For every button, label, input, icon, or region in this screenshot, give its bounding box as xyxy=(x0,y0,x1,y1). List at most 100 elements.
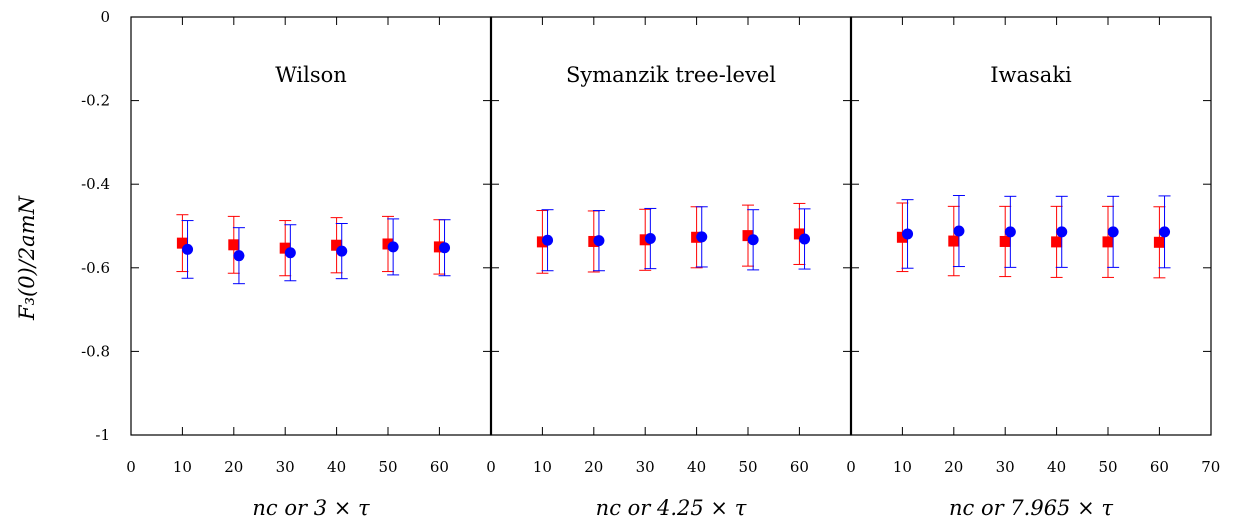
circle-marker xyxy=(644,233,656,245)
red-data-point xyxy=(382,215,394,273)
x-tick-label: 60 xyxy=(1150,458,1169,476)
x-tick-label: 40 xyxy=(687,458,706,476)
x-axis-title: nc or 4.25 × τ xyxy=(596,496,747,520)
red-data-point xyxy=(1102,205,1114,278)
x-tick-label: 40 xyxy=(327,458,346,476)
x-tick-label: 10 xyxy=(893,458,912,476)
text-layer: 0 -0.2 -0.4 -0.6 -0.8 -1 0 10 20 30 40 50 60 Wilson nc… xyxy=(81,8,1220,520)
x-tick-label: 30 xyxy=(636,458,655,476)
circle-marker xyxy=(799,233,811,245)
blue-data-point xyxy=(181,220,194,279)
x-tick-label: 70 xyxy=(1201,458,1220,476)
panel-title: Iwasaki xyxy=(990,63,1072,87)
square-marker xyxy=(279,242,291,254)
square-marker xyxy=(948,235,960,247)
x-tick-label: 50 xyxy=(378,458,397,476)
red-data-point xyxy=(279,220,292,277)
blue-data-point xyxy=(952,194,965,268)
y-tick-label: -0.8 xyxy=(81,342,110,360)
blue-data-point xyxy=(1107,195,1120,268)
circle-marker xyxy=(953,225,965,237)
square-marker xyxy=(176,237,188,249)
blue-data-point xyxy=(695,206,708,268)
blue-data-point xyxy=(901,199,914,269)
blue-data-point xyxy=(387,218,400,276)
circle-marker xyxy=(696,231,708,243)
x-tick-label: 0 xyxy=(126,458,136,476)
x-tick-label: 0 xyxy=(846,458,856,476)
red-data-point xyxy=(947,205,960,277)
red-data-point xyxy=(742,204,754,267)
blue-data-point xyxy=(747,209,760,271)
x-tick-label: 30 xyxy=(996,458,1015,476)
circle-marker xyxy=(439,242,451,254)
x-tick-label: 50 xyxy=(738,458,757,476)
x-tick-label: 60 xyxy=(430,458,449,476)
panel-title: Symanzik tree-level xyxy=(566,63,776,87)
x-tick-label: 50 xyxy=(1098,458,1117,476)
x-tick-label: 10 xyxy=(173,458,192,476)
blue-data-point xyxy=(284,224,297,282)
x-tick-label: 40 xyxy=(1047,458,1066,476)
circle-marker xyxy=(1004,226,1016,238)
red-data-point xyxy=(330,217,343,274)
x-tick-label: 20 xyxy=(224,458,243,476)
circle-marker xyxy=(747,234,759,246)
marks-layer xyxy=(176,194,1171,285)
circle-marker xyxy=(1159,226,1171,238)
blue-data-point xyxy=(1158,195,1171,269)
x-tick-label: 20 xyxy=(944,458,963,476)
y-axis-title: F₃(0)/2amN xyxy=(15,195,39,321)
circle-marker xyxy=(336,245,348,257)
circle-marker xyxy=(1107,226,1119,238)
blue-data-point xyxy=(1004,195,1017,268)
square-marker xyxy=(1051,236,1063,248)
x-tick-label: 30 xyxy=(276,458,295,476)
circle-marker xyxy=(284,247,296,259)
blue-data-point xyxy=(335,222,348,280)
y-tick-label: 0 xyxy=(100,8,110,26)
x-axis-title: nc or 7.965 × τ xyxy=(949,496,1113,520)
square-marker xyxy=(999,235,1011,247)
blue-data-point xyxy=(592,210,605,272)
red-data-point xyxy=(896,202,909,273)
square-marker xyxy=(896,231,908,243)
red-data-point xyxy=(176,214,189,273)
circle-marker xyxy=(1056,226,1068,238)
circle-marker xyxy=(233,250,245,262)
panel-title: Wilson xyxy=(275,63,347,87)
red-data-point xyxy=(1050,205,1063,278)
circle-marker xyxy=(542,234,554,246)
blue-data-point xyxy=(798,208,811,270)
square-marker xyxy=(331,239,343,251)
x-axis-title: nc or 3 × τ xyxy=(252,496,370,520)
circle-marker xyxy=(182,243,194,255)
y-tick-label: -0.6 xyxy=(81,259,110,277)
x-tick-label: 10 xyxy=(533,458,552,476)
x-tick-label: 0 xyxy=(486,458,496,476)
circle-marker xyxy=(593,235,605,247)
blue-data-point xyxy=(232,227,245,285)
y-tick-label: -0.4 xyxy=(81,175,110,193)
blue-data-point xyxy=(438,219,451,277)
red-data-point xyxy=(227,215,240,274)
square-marker xyxy=(793,228,805,240)
square-marker xyxy=(228,239,240,251)
circle-marker xyxy=(387,241,399,253)
red-data-point xyxy=(999,205,1012,278)
circle-marker xyxy=(902,228,914,240)
y-tick-label: -0.2 xyxy=(81,92,110,110)
blue-data-point xyxy=(541,209,554,272)
red-data-point xyxy=(793,202,806,265)
x-tick-label: 20 xyxy=(584,458,603,476)
square-marker xyxy=(742,230,754,242)
square-marker xyxy=(1153,236,1165,248)
red-data-point xyxy=(1153,206,1166,279)
blue-data-point xyxy=(644,207,657,270)
square-marker xyxy=(1102,236,1114,248)
blue-data-point xyxy=(1055,195,1068,268)
square-marker xyxy=(382,238,394,250)
x-tick-label: 60 xyxy=(790,458,809,476)
